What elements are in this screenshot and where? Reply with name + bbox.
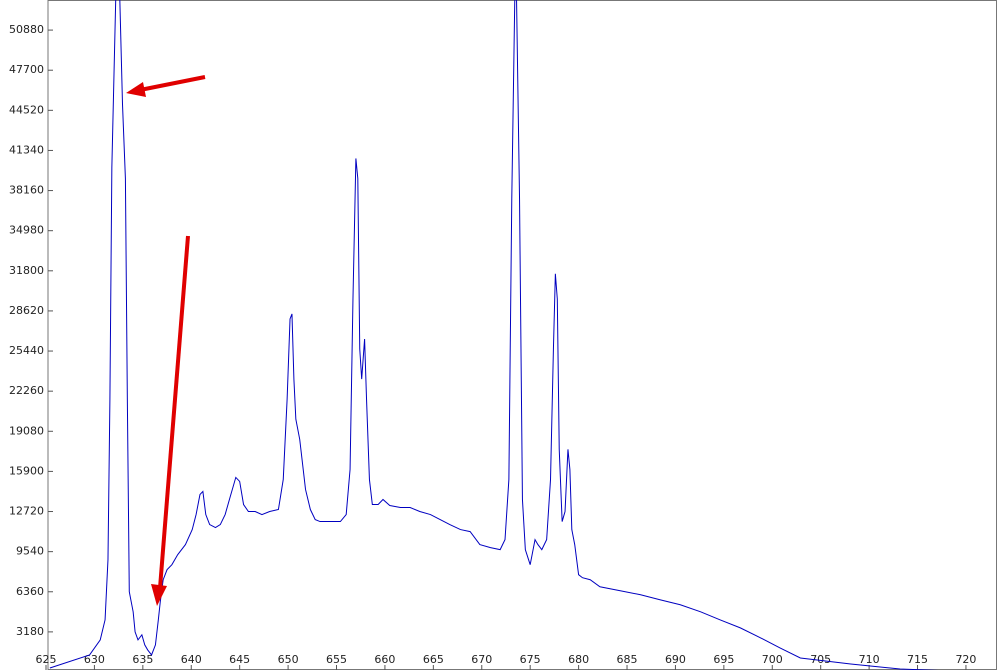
- spectrum-line: [49, 0, 939, 670]
- y-tick-label: 41340: [9, 143, 44, 156]
- y-tick-label: 47700: [9, 63, 44, 76]
- x-tick-label: 655: [326, 653, 347, 666]
- y-tick-label: 31800: [9, 264, 44, 277]
- y-tick-label: 19080: [9, 424, 44, 437]
- x-tick-label: 675: [520, 653, 541, 666]
- arrow-head: [151, 584, 167, 606]
- y-tick-label: 6360: [16, 585, 44, 598]
- y-tick-label: 38160: [9, 184, 44, 197]
- arrow: [158, 235, 190, 589]
- x-tick-label: 635: [132, 653, 153, 666]
- x-tick-label: 670: [471, 653, 492, 666]
- x-tick-label: 630: [84, 653, 105, 666]
- arrow: [139, 75, 206, 92]
- x-tick-label: 720: [955, 653, 976, 666]
- x-tick-label: 715: [907, 653, 928, 666]
- x-tick-label: 695: [713, 653, 734, 666]
- x-tick-label: 680: [568, 653, 589, 666]
- y-tick-label: 3180: [16, 625, 44, 638]
- y-tick-label: 44520: [9, 103, 44, 116]
- x-tick-label: 700: [762, 653, 783, 666]
- x-tick-label: 625: [36, 653, 57, 666]
- y-tick-label: 34980: [9, 224, 44, 237]
- x-tick-label: 645: [229, 653, 250, 666]
- y-tick-label: 15900: [9, 464, 44, 477]
- x-tick-label: 690: [665, 653, 686, 666]
- x-tick-label: 685: [617, 653, 638, 666]
- y-tick-label: 25440: [9, 344, 44, 357]
- x-tick-label: 640: [181, 653, 202, 666]
- y-tick-label: 22260: [9, 384, 44, 397]
- x-tick-label: 660: [374, 653, 395, 666]
- y-tick-label: 50880: [9, 23, 44, 36]
- x-tick-label: 650: [278, 653, 299, 666]
- y-tick-label: 12720: [9, 505, 44, 518]
- plot-layer: 3180 6360 9540 12720 15900 19080 22260 25440 286…: [9, 0, 976, 670]
- x-tick-label: 710: [859, 653, 880, 666]
- y-tick-label: 9540: [16, 545, 44, 558]
- plot-frame: [47, 0, 997, 670]
- arrow-head: [126, 82, 146, 97]
- x-tick-label: 705: [810, 653, 831, 666]
- x-tick-label: 665: [423, 653, 444, 666]
- annotations: [126, 75, 206, 606]
- y-tick-label: 28620: [9, 304, 44, 317]
